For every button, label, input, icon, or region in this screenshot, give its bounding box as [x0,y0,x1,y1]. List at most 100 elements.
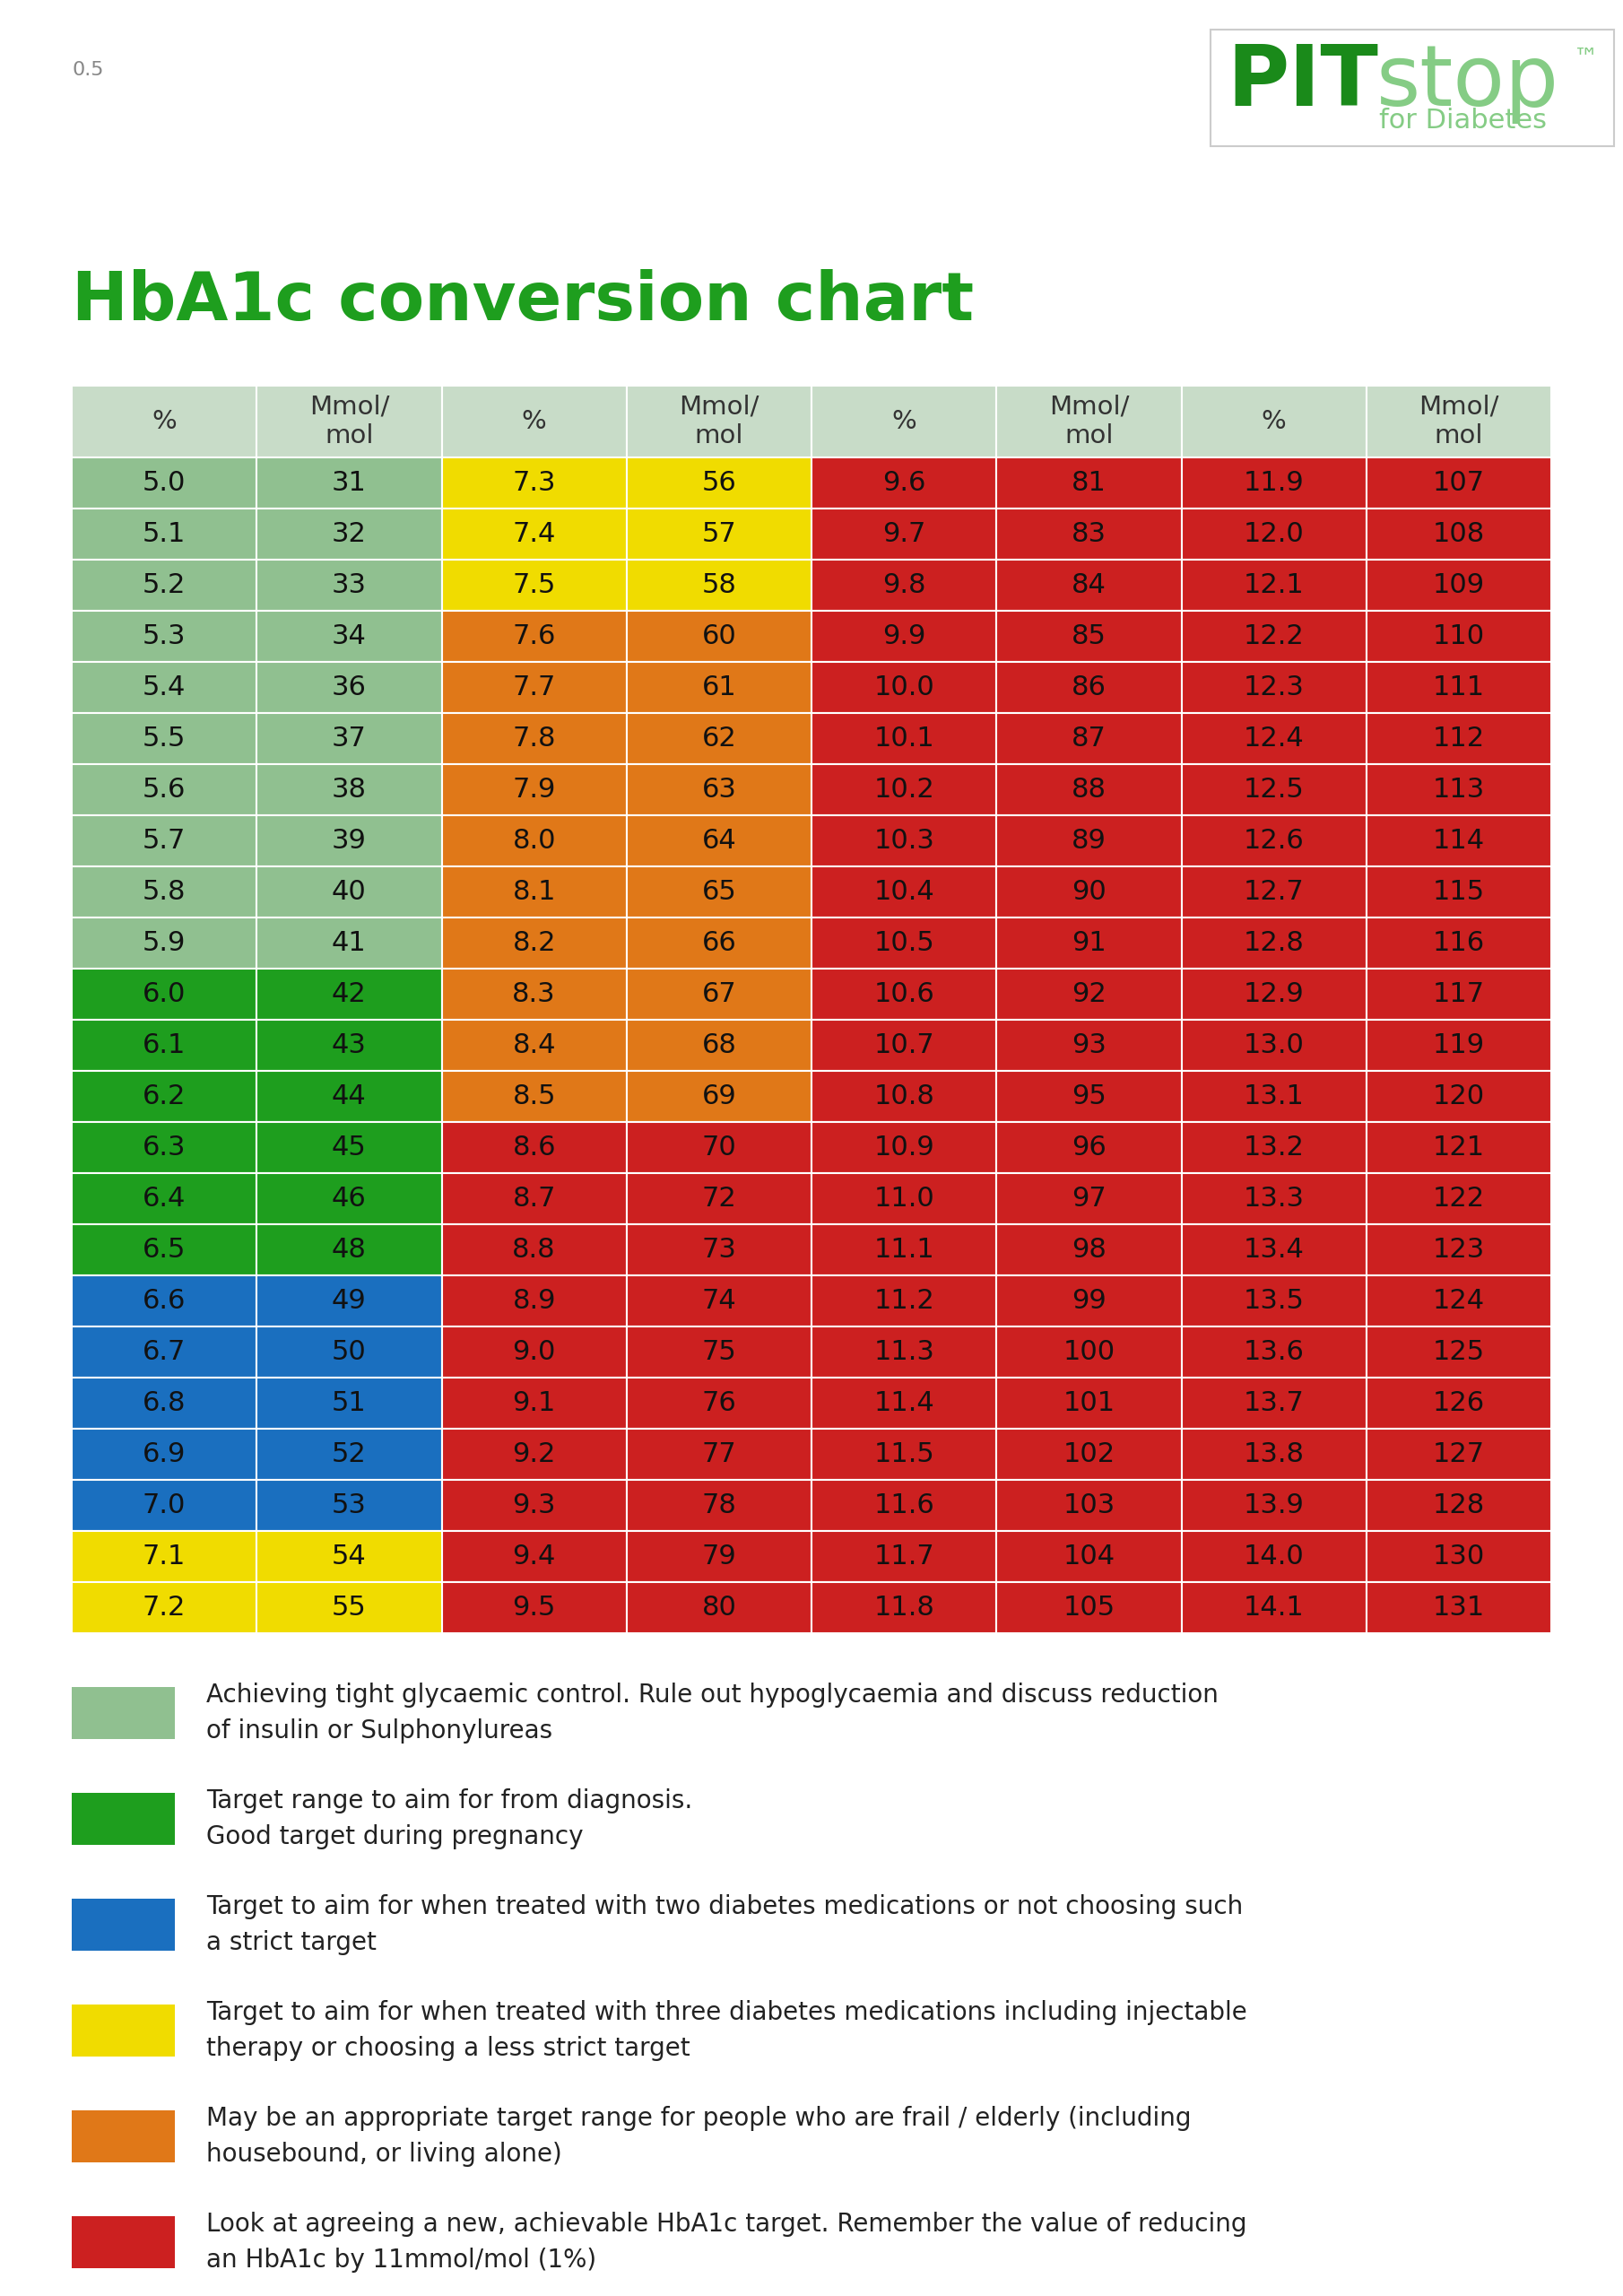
Text: 11.0: 11.0 [873,1185,935,1212]
Text: 89: 89 [1071,829,1107,854]
Bar [1182,1123,1367,1173]
Bar [441,1582,626,1632]
Bar [441,815,626,866]
Bar [1367,1531,1552,1582]
Bar [256,1481,441,1531]
Bar [812,1428,997,1481]
Text: for Diabetes: for Diabetes [1380,108,1547,133]
Text: PIT: PIT [1227,41,1378,124]
Text: 76: 76 [701,1389,737,1417]
Bar [812,1224,997,1274]
Text: 0.5: 0.5 [71,62,104,78]
Text: ™: ™ [1574,46,1599,69]
Text: 98: 98 [1071,1238,1107,1263]
Bar [1367,1173,1552,1224]
Bar [441,714,626,765]
Text: 14.1: 14.1 [1243,1596,1305,1621]
Text: 9.1: 9.1 [513,1389,555,1417]
Text: 83: 83 [1071,521,1107,546]
Text: 107: 107 [1433,471,1485,496]
Bar [256,1582,441,1632]
Bar [1182,457,1367,507]
Text: 12.7: 12.7 [1243,879,1305,905]
Bar [1182,1019,1367,1070]
Bar [626,765,812,815]
Bar [71,1793,175,1846]
Bar [626,815,812,866]
Text: 39: 39 [331,829,367,854]
Text: 7.0: 7.0 [143,1492,187,1518]
Text: 41: 41 [331,930,367,955]
Text: 5.2: 5.2 [143,572,187,599]
Text: Target to aim for when treated with three diabetes medications including injecta: Target to aim for when treated with thre… [206,2000,1246,2060]
Text: 10.7: 10.7 [873,1033,935,1058]
Bar [71,1123,256,1173]
Bar [1182,1274,1367,1327]
Text: 84: 84 [1071,572,1107,599]
Text: 6.2: 6.2 [143,1084,187,1109]
Bar [71,714,256,765]
Text: 7.2: 7.2 [143,1596,187,1621]
Text: 7.4: 7.4 [513,521,555,546]
Bar [256,1123,441,1173]
Bar [1367,815,1552,866]
Text: 122: 122 [1433,1185,1485,1212]
Text: 10.9: 10.9 [873,1134,935,1159]
Bar [1367,507,1552,560]
Text: 5.3: 5.3 [143,622,187,650]
Text: 124: 124 [1433,1288,1485,1313]
Text: 11.7: 11.7 [873,1543,935,1570]
Bar [997,1224,1182,1274]
Text: 78: 78 [701,1492,737,1518]
Text: 119: 119 [1433,1033,1485,1058]
Text: 127: 127 [1433,1442,1485,1467]
Text: 5.5: 5.5 [143,726,187,751]
Bar [626,386,812,457]
Text: 75: 75 [701,1339,737,1366]
Bar [71,1019,256,1070]
Text: 7.3: 7.3 [513,471,555,496]
Text: 95: 95 [1071,1084,1107,1109]
Bar [997,1481,1182,1531]
Bar [441,1274,626,1327]
Bar [71,661,256,714]
Text: 10.6: 10.6 [873,980,935,1008]
Text: 32: 32 [331,521,367,546]
Bar [256,560,441,611]
Text: 66: 66 [701,930,737,955]
Bar [71,457,256,507]
Bar [1182,1070,1367,1123]
Bar [441,611,626,661]
Text: 11.1: 11.1 [873,1238,935,1263]
Text: 12.4: 12.4 [1243,726,1305,751]
Bar [1182,714,1367,765]
Bar [71,2004,175,2057]
Text: 85: 85 [1071,622,1107,650]
Bar [71,507,256,560]
Bar [812,1378,997,1428]
Bar [1182,1428,1367,1481]
Text: 5.7: 5.7 [143,829,187,854]
Bar [626,507,812,560]
Bar [441,1428,626,1481]
Text: 10.0: 10.0 [873,675,935,700]
Bar [997,1531,1182,1582]
Text: 7.6: 7.6 [513,622,555,650]
Text: 9.5: 9.5 [513,1596,555,1621]
Bar [256,969,441,1019]
Text: 53: 53 [331,1492,367,1518]
Text: 92: 92 [1071,980,1107,1008]
Bar [256,661,441,714]
Bar [812,1123,997,1173]
Text: 68: 68 [701,1033,737,1058]
Text: 12.9: 12.9 [1243,980,1305,1008]
Text: 77: 77 [701,1442,737,1467]
Text: 11.6: 11.6 [873,1492,935,1518]
Text: 8.0: 8.0 [513,829,555,854]
Text: 56: 56 [701,471,737,496]
Bar [1367,1582,1552,1632]
Text: Mmol/
mol: Mmol/ mol [308,395,390,448]
Text: 5.8: 5.8 [143,879,187,905]
Text: 9.4: 9.4 [513,1543,555,1570]
Bar [71,1899,175,1952]
